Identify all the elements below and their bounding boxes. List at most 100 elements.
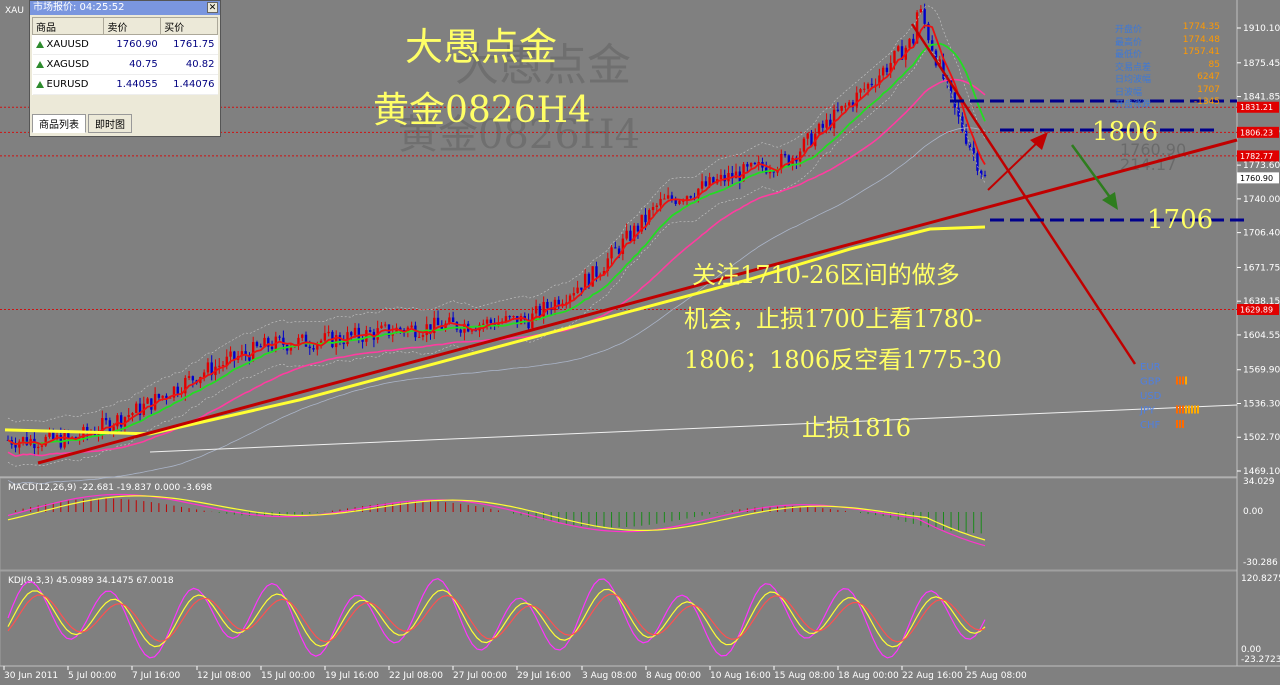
candle-body: [844, 105, 847, 107]
macd-label: MACD(12,26,9) -22.681 -19.837 0.000 -3.6…: [8, 483, 212, 493]
candle-body: [889, 62, 892, 73]
market-watch-title: 市场报价: 04:25:52: [33, 2, 125, 13]
quote-row[interactable]: XAGUSD 40.75 40.82: [32, 54, 218, 75]
candle-body: [557, 299, 560, 307]
info-value: 1774.48: [1182, 34, 1220, 45]
time-axis-label: 19 Jul 16:00: [325, 671, 379, 681]
candle-body: [221, 365, 225, 367]
arrow-down-head: [1102, 192, 1118, 210]
candle-body: [957, 107, 960, 117]
kdj-axis-label: -23.2723: [1241, 655, 1280, 665]
candle-body: [663, 198, 666, 200]
macd-signal: [7, 495, 986, 541]
info-label: 开盘涨跌: [1115, 100, 1152, 110]
time-axis: 30 Jun 2011 5 Jul 00:00 7 Jul 16:00 12 Jul …: [3, 666, 1027, 681]
candle-body: [184, 377, 187, 394]
column-ask[interactable]: 买价: [160, 17, 218, 35]
price-axis-label: 1706.40: [1243, 229, 1280, 239]
tab-symbols[interactable]: 商品列表: [32, 114, 86, 133]
candle-body: [278, 336, 281, 338]
column-bid[interactable]: 卖价: [103, 17, 162, 35]
quote-row[interactable]: EURUSD 1.44055 1.44076: [32, 74, 218, 95]
kdj-pane: [0, 570, 1238, 667]
candle-body: [350, 332, 353, 336]
candle-body: [908, 38, 911, 48]
info-label: 交易点差: [1115, 62, 1152, 73]
candle-body: [723, 174, 726, 182]
currency-code: USD: [1140, 391, 1162, 402]
uptrend-line: [37, 138, 1238, 465]
candle-body: [316, 343, 319, 350]
candle-body: [749, 162, 753, 167]
candle-body: [731, 172, 734, 179]
candle-body: [866, 83, 870, 89]
close-icon[interactable]: ✕: [207, 2, 218, 13]
note-line-4: 止损1816: [802, 414, 911, 442]
candle-body: [636, 225, 640, 232]
watermark-subtitle: 黄金0826H4: [398, 112, 640, 158]
annotation-note: 关注1710-26区间的做多 机会，止损1700上看1780- 1806；180…: [684, 261, 1002, 442]
info-label: 开盘价: [1115, 25, 1143, 35]
candle-body: [806, 133, 809, 139]
candle-body: [497, 322, 500, 327]
strength-bar: [1188, 405, 1190, 414]
quote-ask: 40.82: [160, 54, 218, 75]
candle-body: [893, 50, 896, 63]
candle-body: [780, 153, 783, 170]
candle-body: [384, 324, 387, 326]
candle-body: [897, 46, 900, 51]
quote-row[interactable]: XAUUSD 1760.90 1761.75: [32, 34, 218, 55]
candle-body: [436, 317, 440, 326]
quote-symbol: XAUUSD: [46, 39, 89, 50]
candle-body: [210, 362, 213, 376]
bid-watermark: 1760.90: [1120, 140, 1186, 159]
time-axis-label: 15 Aug 08:00: [774, 671, 835, 681]
price-axis-label: 1671.75: [1243, 263, 1280, 273]
candle-body: [583, 273, 587, 290]
info-row: 最低价 1757.41: [1115, 47, 1220, 60]
candle-body: [127, 415, 130, 418]
quote-symbol: EURUSD: [46, 79, 89, 90]
price-tag: 1831.21: [1240, 103, 1273, 112]
candle-body: [621, 238, 625, 255]
column-symbol[interactable]: 商品: [31, 17, 105, 35]
market-watch-titlebar[interactable]: 市场报价: 04:25:52 ✕: [30, 1, 220, 15]
strength-bar: [1197, 405, 1199, 414]
strength-bar: [1179, 420, 1181, 428]
candle-body: [508, 316, 511, 318]
candle-body: [878, 75, 881, 85]
macd-pane: [0, 477, 1238, 571]
arrow-down-line: [1070, 144, 1114, 201]
candle-body: [640, 214, 643, 232]
time-axis-label: 18 Aug 00:00: [838, 671, 899, 681]
candle-body: [565, 302, 568, 304]
candle-body: [949, 80, 953, 93]
macd-axis-label: 34.029: [1243, 477, 1275, 487]
candle-body: [169, 397, 172, 399]
candle-body: [972, 147, 975, 154]
currency-strength: EUR GBP USD JPY CHF: [1139, 362, 1199, 431]
candle-body: [606, 258, 609, 271]
time-axis-label: 3 Aug 08:00: [582, 671, 637, 681]
candle-body: [670, 195, 674, 200]
candle-body: [912, 38, 915, 44]
price-tags: 1831.21 1806.23 1782.77 1760.90 1629.89: [1237, 101, 1279, 315]
candle-body: [342, 342, 345, 345]
market-watch-window[interactable]: 市场报价: 04:25:52 ✕ 商品 卖价 买价 XAUUSD 1760.90…: [29, 0, 221, 137]
candle-body: [614, 247, 617, 249]
quote-bid: 1760.90: [103, 34, 161, 55]
candle-body: [783, 153, 787, 156]
candle-body: [617, 248, 621, 255]
tab-tick-chart[interactable]: 即时图: [88, 114, 132, 133]
candle-body: [659, 198, 662, 206]
strength-bar: [1182, 405, 1184, 414]
candle-body: [719, 174, 723, 180]
candle-body: [448, 317, 451, 324]
strength-bar: [1176, 376, 1178, 385]
candle-body: [157, 393, 161, 398]
candle-body: [346, 332, 349, 345]
info-label: 日波幅: [1115, 87, 1143, 98]
candle-body: [542, 301, 545, 317]
candle-body: [86, 426, 89, 434]
